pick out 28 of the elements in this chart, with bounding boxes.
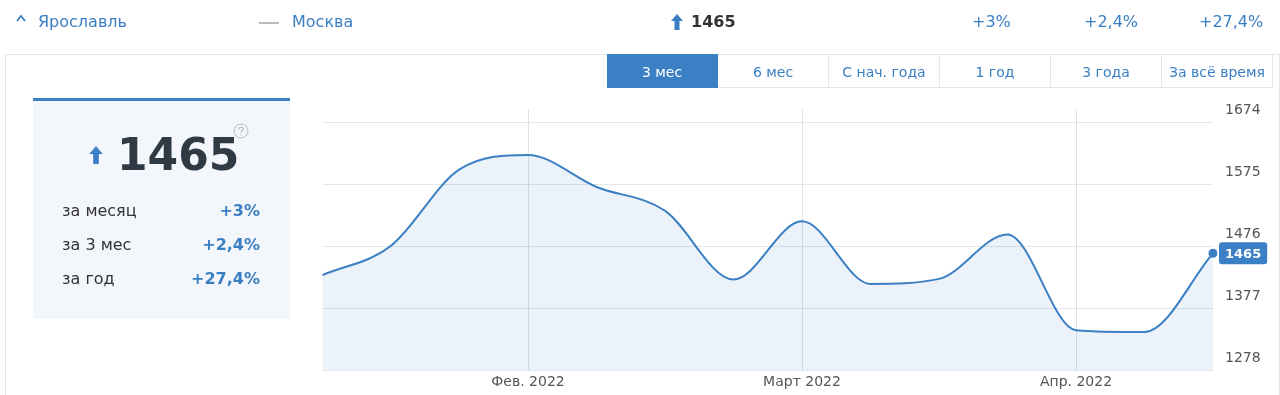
text: за месяц [62, 201, 137, 220]
text: +3% [219, 201, 260, 220]
text: за 3 мес [62, 235, 132, 254]
y-tick-label: 1476 [1225, 225, 1261, 242]
period-tab: 3 года [1051, 54, 1162, 88]
text: за год [62, 269, 115, 288]
text: 1465 [117, 129, 240, 180]
y-tick-label: 1674 [1225, 101, 1261, 118]
period-tab: 1 год [940, 54, 1051, 88]
y-tick-label: 1278 [1225, 348, 1261, 365]
text: +27,4% [1199, 12, 1264, 31]
text: Ярославль [38, 12, 127, 31]
period-tab: 6 мес [718, 54, 829, 88]
y-tick-label: 1377 [1225, 286, 1261, 303]
text: +2,4% [202, 235, 260, 254]
x-tick-label: Март 2022 [763, 373, 841, 390]
text: +2,4% [1084, 12, 1139, 31]
y-tick-label: 1575 [1225, 163, 1261, 180]
text: +3% [972, 12, 1011, 31]
text: +27,4% [191, 269, 260, 288]
x-tick-label: Апр. 2022 [1039, 373, 1113, 390]
text: 1465 [691, 12, 736, 31]
x-tick-label: Фев. 2022 [491, 373, 565, 390]
period-tab: С нач. года [829, 54, 940, 88]
period-tab: 3 мес [607, 54, 718, 88]
period-tab: За всё время [1162, 54, 1273, 88]
text: Москва [292, 12, 354, 31]
data-label: 1465 [1225, 245, 1262, 261]
